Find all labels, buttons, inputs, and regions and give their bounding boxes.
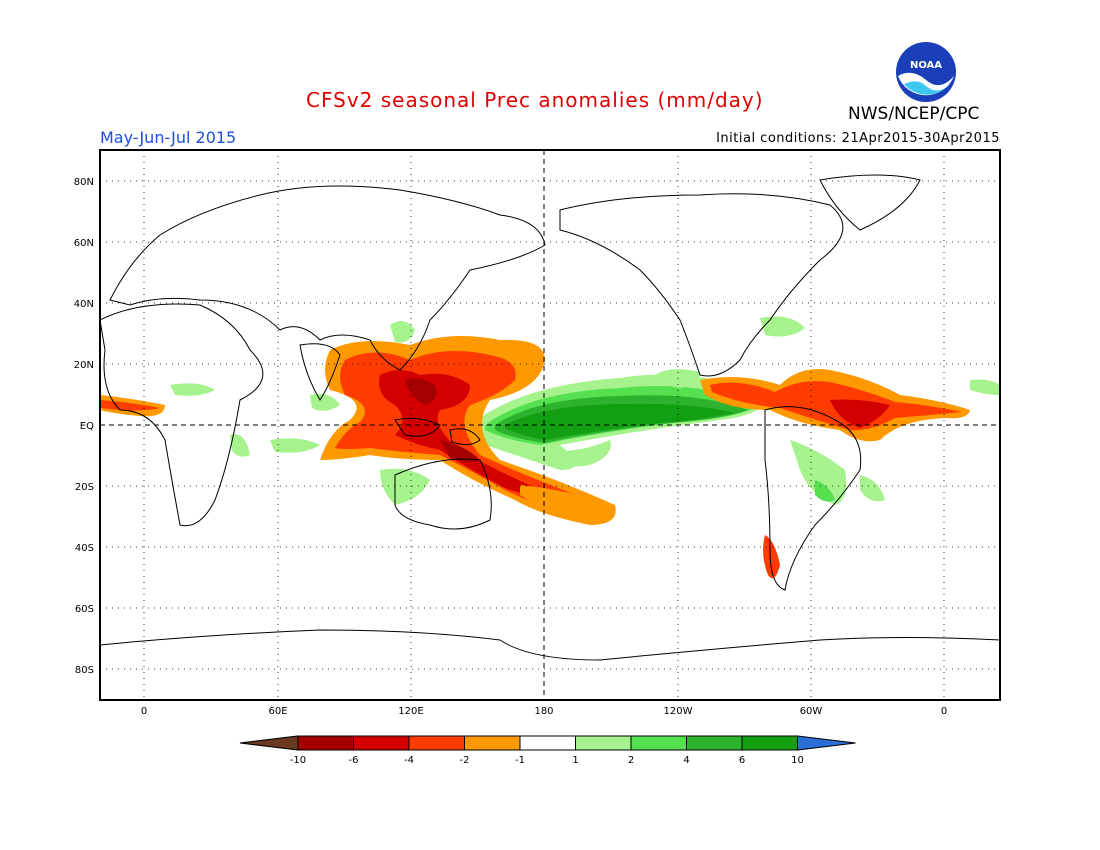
colorbar-tick-label: -2 xyxy=(460,755,470,766)
lon-label: 120E xyxy=(398,706,423,717)
lat-label: 40N xyxy=(74,299,94,310)
coastlines xyxy=(100,174,1000,661)
colorbar-tick-label: 4 xyxy=(683,755,689,766)
lat-label: EQ xyxy=(80,421,94,432)
colorbar-tick-label: 6 xyxy=(739,755,745,766)
lat-label: 20S xyxy=(75,482,94,493)
longitude-labels: 0 60E 120E 180 120W 60W 0 xyxy=(141,706,947,717)
noaa-logo: NOAA xyxy=(896,42,956,102)
colorbar-tick-label: -10 xyxy=(290,755,306,766)
lon-label: 0 xyxy=(941,706,947,717)
colorbar-segment xyxy=(630,735,687,751)
colorbar-segment xyxy=(353,735,410,751)
colorbar-tick-label: -4 xyxy=(404,755,414,766)
colorbar-arrow-high xyxy=(797,735,856,751)
lat-label: 80S xyxy=(75,665,94,676)
colorbar-segment xyxy=(519,735,576,751)
organization-label: NWS/NCEP/CPC xyxy=(848,104,980,124)
lon-label: 120W xyxy=(664,706,693,717)
colorbar-tick-label: 1 xyxy=(572,755,578,766)
anomaly-shading xyxy=(100,316,1000,579)
colorbar-tick-label: -1 xyxy=(515,755,525,766)
colorbar-tick-label: -6 xyxy=(349,755,359,766)
colorbar-segment xyxy=(686,735,743,751)
colorbar: -10 -6 -4 -2 -1 1 2 4 6 10 xyxy=(239,735,856,766)
colorbar-segment xyxy=(575,735,632,751)
gridlines xyxy=(100,150,1000,700)
lon-label: 180 xyxy=(534,706,553,717)
lon-label: 60E xyxy=(268,706,287,717)
map-title: CFSv2 seasonal Prec anomalies (mm/day) xyxy=(306,88,764,112)
lon-label: 0 xyxy=(141,706,147,717)
colorbar-segment xyxy=(464,735,521,751)
lat-label: 40S xyxy=(75,543,94,554)
colorbar-segment xyxy=(297,735,354,751)
lat-label: 60N xyxy=(74,238,94,249)
colorbar-tick-label: 2 xyxy=(628,755,634,766)
initial-conditions-label: Initial conditions: 21Apr2015-30Apr2015 xyxy=(716,131,1000,146)
colorbar-arrow-low xyxy=(239,735,299,751)
logo-text: NOAA xyxy=(910,60,942,71)
colorbar-tick-label: 10 xyxy=(791,755,804,766)
lat-label: 80N xyxy=(74,177,94,188)
colorbar-segment xyxy=(741,735,798,751)
latitude-labels: 80N 60N 40N 20N EQ 20S 40S 60S 80S xyxy=(74,177,94,676)
lat-label: 20N xyxy=(74,360,94,371)
lat-label: 60S xyxy=(75,604,94,615)
lon-label: 60W xyxy=(800,706,823,717)
season-label: May-Jun-Jul 2015 xyxy=(100,128,237,147)
map-frame xyxy=(99,149,1001,701)
colorbar-segment xyxy=(408,735,465,751)
